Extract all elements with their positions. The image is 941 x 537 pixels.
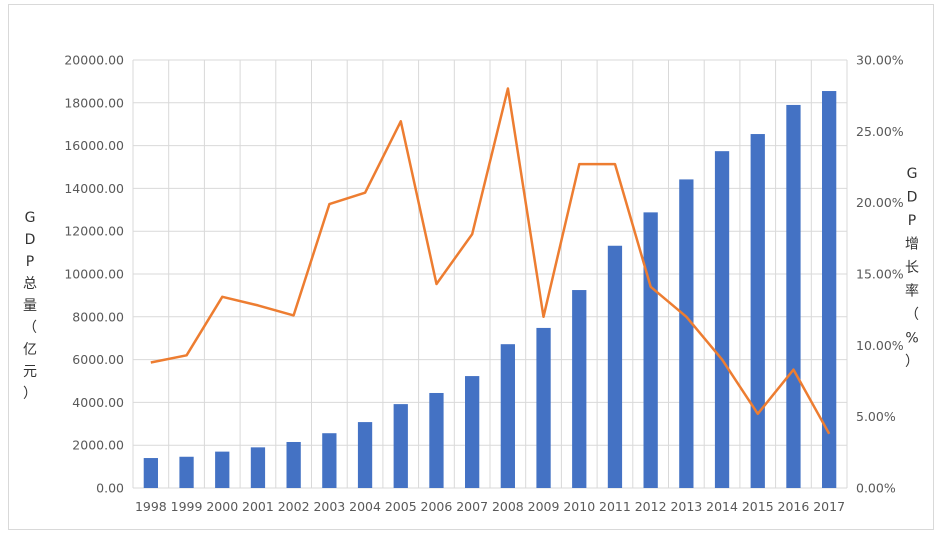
x-tick-label: 2011 <box>599 499 631 514</box>
bar <box>179 456 194 488</box>
x-tick-label: 2008 <box>492 499 524 514</box>
bar <box>429 392 444 488</box>
y-axis-title-char: 元 <box>23 364 37 380</box>
y2-tick-label: 0.00% <box>856 481 896 496</box>
y2-axis-title-char: D <box>907 190 918 206</box>
bar <box>250 447 266 488</box>
y-tick-label: 10000.00 <box>64 267 124 282</box>
x-tick-label: 2002 <box>278 499 310 514</box>
bar <box>572 290 587 488</box>
y-axis-title-char: 总 <box>23 276 37 292</box>
y-axis-title-char: G <box>25 210 36 226</box>
x-tick-label: 2004 <box>349 499 381 514</box>
y-tick-label: 18000.00 <box>64 95 124 110</box>
x-tick-label: 2001 <box>242 499 274 514</box>
x-tick-label: 2005 <box>385 499 417 514</box>
bar <box>786 104 801 488</box>
x-tick-label: 1998 <box>135 499 167 514</box>
bar <box>286 441 301 488</box>
y-axis-title-char: ） <box>23 386 37 402</box>
y-tick-label: 8000.00 <box>72 309 124 324</box>
y2-axis-title-char: 长 <box>905 260 919 276</box>
y2-tick-label: 5.00% <box>856 409 896 424</box>
x-tick-label: 2003 <box>313 499 345 514</box>
y-tick-label: 16000.00 <box>64 138 124 153</box>
bar <box>500 344 515 488</box>
y2-axis-title-char: 增 <box>905 237 919 253</box>
y-axis-title-char: （ <box>23 320 37 336</box>
bar <box>322 433 337 488</box>
y-tick-label: 14000.00 <box>64 181 124 196</box>
y2-axis-title-char: G <box>907 166 918 182</box>
y-tick-label: 6000.00 <box>72 352 124 367</box>
bar <box>750 134 765 488</box>
x-tick-label: 2013 <box>670 499 702 514</box>
y2-axis-title-char: ） <box>905 354 919 370</box>
bar <box>679 179 694 489</box>
y-axis-title-char: 量 <box>23 298 37 314</box>
x-tick-label: 2015 <box>742 499 774 514</box>
y-tick-label: 2000.00 <box>72 438 124 453</box>
y2-axis-title-char: P <box>908 213 916 229</box>
y2-tick-label: 10.00% <box>856 338 904 353</box>
x-tick-label: 2000 <box>206 499 238 514</box>
x-tick-label: 2016 <box>778 499 810 514</box>
bar <box>607 245 623 488</box>
bar <box>393 404 408 488</box>
y2-axis-title-char: % <box>905 331 918 347</box>
y2-tick-label: 15.00% <box>856 267 904 282</box>
bar <box>143 458 158 488</box>
x-tick-label: 2017 <box>813 499 845 514</box>
bar <box>215 451 230 488</box>
bar <box>714 151 730 488</box>
y-tick-label: 20000.00 <box>64 53 124 68</box>
y2-axis-title-char: （ <box>905 307 919 323</box>
y-tick-label: 12000.00 <box>64 224 124 239</box>
y-tick-label: 4000.00 <box>72 395 124 410</box>
bar <box>536 327 551 488</box>
bar <box>643 212 658 489</box>
y2-tick-label: 30.00% <box>856 53 904 68</box>
x-tick-label: 1999 <box>171 499 203 514</box>
y2-axis-title-char: 率 <box>905 283 919 300</box>
y-tick-label: 0.00 <box>96 481 124 496</box>
bar <box>822 91 837 488</box>
bar <box>357 422 373 488</box>
x-tick-label: 2006 <box>421 499 453 514</box>
x-tick-label: 2014 <box>706 499 738 514</box>
bar <box>465 376 480 488</box>
y2-tick-label: 20.00% <box>856 195 904 210</box>
x-tick-label: 2009 <box>528 499 560 514</box>
y-axis-title-char: P <box>26 254 34 270</box>
y2-tick-label: 25.00% <box>856 124 904 139</box>
x-tick-label: 2007 <box>456 499 488 514</box>
x-tick-label: 2010 <box>563 499 595 514</box>
y-axis-title-char: D <box>25 232 36 248</box>
growth-rate-line <box>150 87 831 435</box>
x-tick-label: 2012 <box>635 499 667 514</box>
y-axis-title-char: 亿 <box>23 342 37 358</box>
